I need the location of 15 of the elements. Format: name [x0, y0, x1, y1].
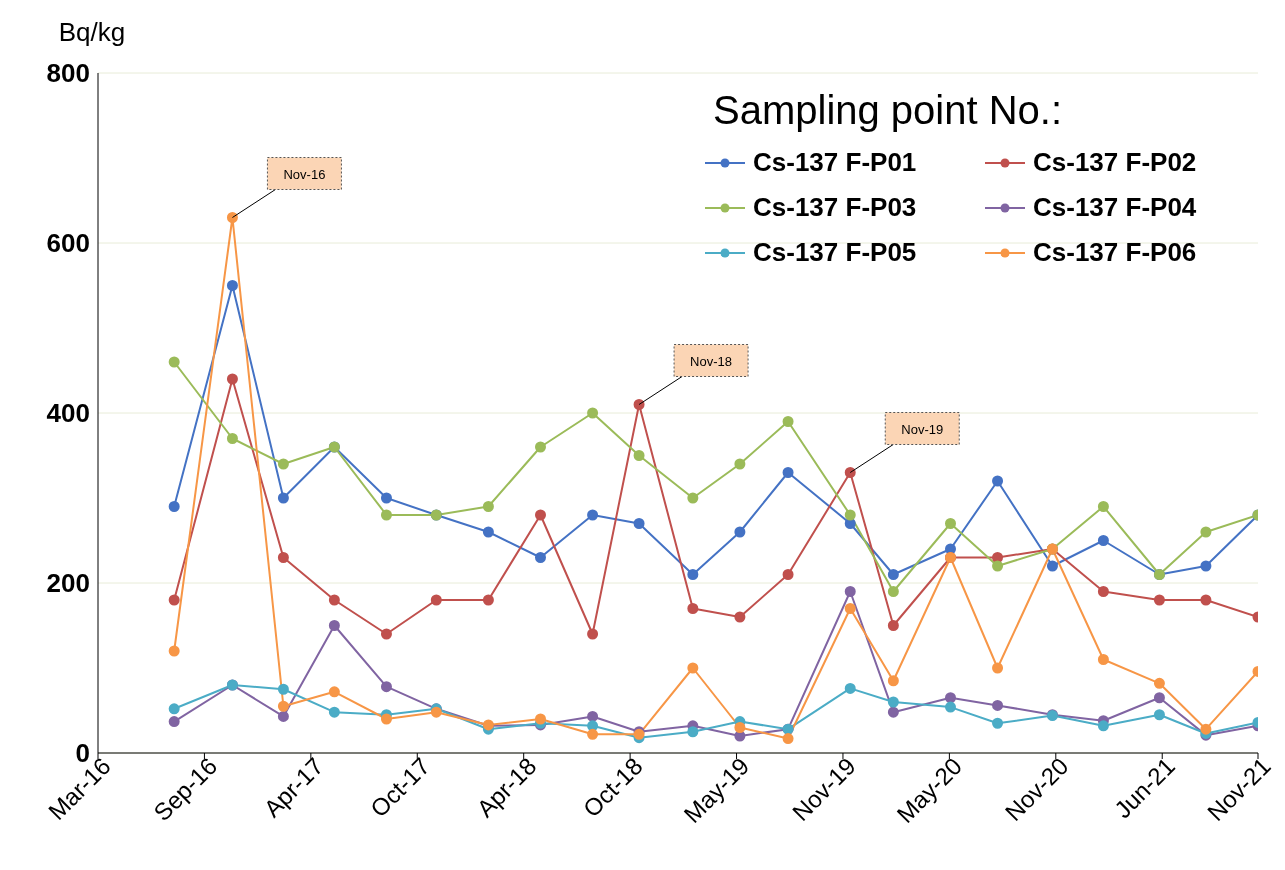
annotation: Nov-18	[690, 353, 733, 369]
y-tick-label: 200	[46, 568, 90, 599]
legend-title: Sampling point No.:	[713, 88, 1064, 133]
legend-label: Cs-137 F-P04	[1032, 192, 1198, 223]
legend-label: Cs-137 F-P02	[1032, 147, 1198, 178]
legend-label: Cs-137 F-P06	[1032, 237, 1198, 268]
y-tick-label: 800	[46, 58, 90, 89]
legend-label: Cs-137 F-P01	[752, 147, 918, 178]
y-tick-label: 600	[46, 228, 90, 259]
legend-label: Cs-137 F-P05	[752, 237, 918, 268]
legend-label: Cs-137 F-P03	[752, 192, 918, 223]
annotation: Nov-19	[901, 421, 944, 437]
y-tick-label: 400	[46, 398, 90, 429]
annotation: Nov-16	[283, 166, 326, 182]
y-axis-title: Bq/kg	[58, 17, 126, 47]
